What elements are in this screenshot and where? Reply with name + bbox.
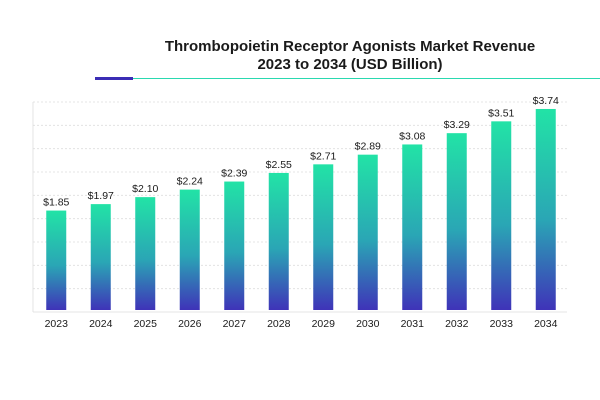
title-accent-line (133, 78, 600, 79)
x-tick-label-2027: 2027 (223, 318, 247, 330)
bar-2024 (90, 204, 111, 310)
x-tick-label-2023: 2023 (45, 318, 69, 330)
value-label-2031: $3.08 (399, 130, 425, 142)
x-tick-label-2032: 2032 (445, 318, 469, 330)
x-tick-label-2024: 2024 (89, 318, 113, 330)
x-tick-label-2028: 2028 (267, 318, 291, 330)
bar-2028 (268, 172, 289, 310)
bar-2034 (535, 108, 556, 310)
value-label-2023: $1.85 (43, 197, 69, 209)
x-tick-label-2029: 2029 (312, 318, 336, 330)
value-label-2027: $2.39 (221, 168, 247, 180)
x-tick-label-2033: 2033 (490, 318, 514, 330)
bar-2030 (357, 154, 378, 310)
chart-title-line-2: 2023 to 2034 (USD Billion) (257, 56, 443, 73)
value-label-2029: $2.71 (310, 150, 336, 162)
x-axis-tick-labels: 2023 2024 2025 2026 2027 2028 2029 2030 2031 2032… (45, 318, 558, 330)
chart-title: Thrombopoietin Receptor Agonists Market … (120, 38, 580, 74)
chart-title-line-1: Thrombopoietin Receptor Agonists Market … (164, 38, 536, 55)
title-accent-bar (95, 77, 133, 80)
value-label-2030: $2.89 (355, 141, 381, 153)
bar-2023 (46, 210, 67, 310)
bar-2025 (135, 197, 156, 310)
x-tick-label-2030: 2030 (356, 318, 380, 330)
bar-2026 (179, 189, 200, 310)
value-label-2024: $1.97 (88, 190, 114, 202)
value-label-2025: $2.10 (132, 183, 158, 195)
value-labels: $1.85 $1.97 $2.10 $2.24 $2.39 $2.55 $2.71 $2.89… (43, 95, 559, 209)
bar-2027 (224, 181, 245, 310)
bar-2033 (491, 121, 512, 311)
bar-2032 (446, 133, 467, 310)
value-label-2028: $2.55 (266, 159, 292, 171)
bar-2031 (402, 144, 423, 310)
x-tick-label-2031: 2031 (401, 318, 425, 330)
value-label-2026: $2.24 (177, 176, 203, 188)
x-tick-label-2025: 2025 (134, 318, 158, 330)
value-label-2032: $3.29 (444, 119, 470, 131)
bars (46, 108, 556, 311)
value-label-2034: $3.74 (533, 95, 559, 107)
bar-2029 (313, 164, 334, 310)
value-label-2033: $3.51 (488, 107, 514, 119)
x-tick-label-2034: 2034 (534, 318, 558, 330)
gridlines (32, 101, 567, 313)
x-tick-label-2026: 2026 (178, 318, 202, 330)
